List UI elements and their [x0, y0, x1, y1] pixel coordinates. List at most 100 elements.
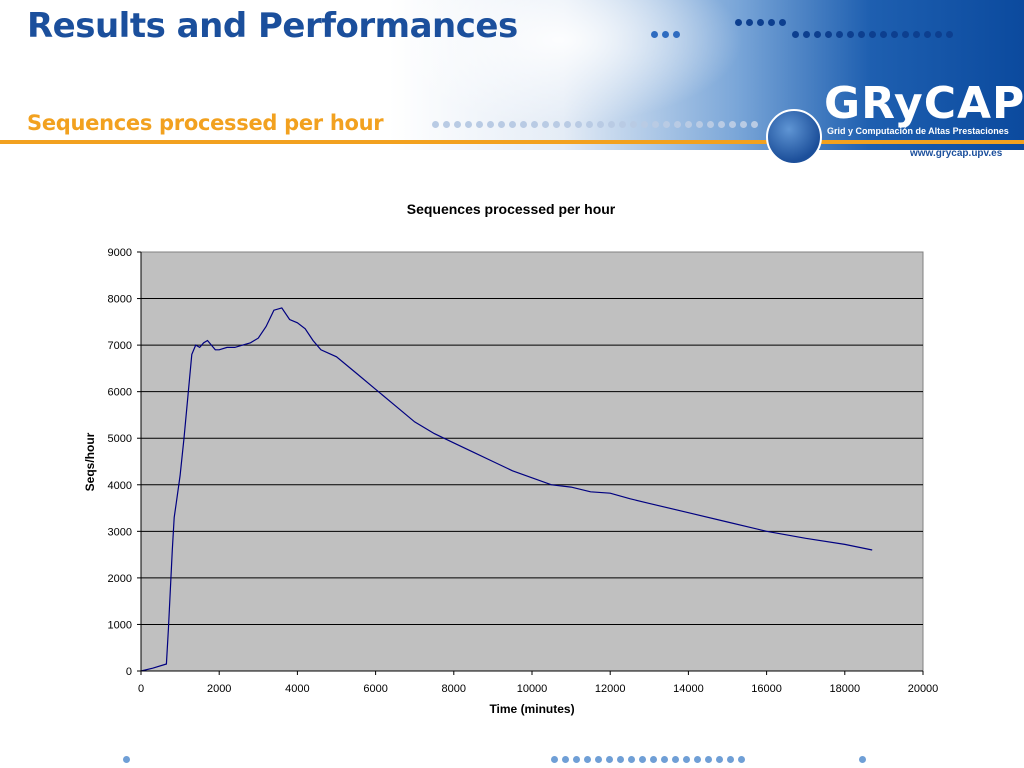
decorative-dot [551, 756, 558, 763]
decorative-dot [674, 121, 681, 128]
decorative-dot [859, 756, 866, 763]
decorative-dot [564, 121, 571, 128]
decorative-dot [476, 121, 483, 128]
decorative-dot [946, 31, 953, 38]
decorative-dot [685, 121, 692, 128]
decorative-dot [792, 31, 799, 38]
x-axis-label: Time (minutes) [489, 702, 574, 716]
x-tick-label: 20000 [908, 683, 939, 695]
plot-area [140, 251, 924, 672]
y-tick-label: 2000 [108, 573, 132, 585]
decorative-dot [825, 31, 832, 38]
x-tick-label: 18000 [830, 683, 861, 695]
decorative-dot [727, 756, 734, 763]
decorative-dot [641, 121, 648, 128]
decorative-dot [738, 756, 745, 763]
series-line [140, 307, 873, 672]
decorative-dot [924, 31, 931, 38]
decorative-dot [520, 121, 527, 128]
decorative-dot [454, 121, 461, 128]
footer-dots-decoration [859, 756, 866, 763]
x-tick-label: 8000 [442, 683, 466, 695]
decorative-dot [746, 19, 753, 26]
decorative-dot [814, 31, 821, 38]
decorative-dot [718, 121, 725, 128]
y-tick-label: 0 [126, 666, 132, 678]
x-tick-label: 10000 [517, 683, 548, 695]
logo-wordmark: GRyCAP [824, 78, 1024, 129]
x-tick-label: 2000 [207, 683, 231, 695]
y-axis-label: Seqs/hour [83, 432, 97, 491]
axis-lines [140, 252, 923, 672]
decorative-dot [606, 756, 613, 763]
decorative-dot [902, 31, 909, 38]
y-tick-label: 6000 [108, 387, 132, 399]
slide-subtitle: Sequences processed per hour [27, 111, 384, 135]
decorative-dot [673, 31, 680, 38]
decorative-dot [630, 121, 637, 128]
decorative-dot [509, 121, 516, 128]
grycap-globe-icon [766, 109, 822, 165]
decorative-dot [694, 756, 701, 763]
decorative-dot [672, 756, 679, 763]
decorative-dot [443, 121, 450, 128]
decorative-dot [597, 121, 604, 128]
header-dots-decoration [432, 121, 758, 128]
decorative-dot [553, 121, 560, 128]
decorative-dot [619, 121, 626, 128]
decorative-dot [123, 756, 130, 763]
decorative-dot [847, 31, 854, 38]
header-dots-decoration [651, 31, 680, 38]
decorative-dot [705, 756, 712, 763]
y-tick-label: 9000 [108, 247, 132, 259]
decorative-dot [639, 756, 646, 763]
decorative-dot [573, 756, 580, 763]
y-tick-label: 5000 [108, 433, 132, 445]
decorative-dot [663, 121, 670, 128]
header-divider [0, 140, 1024, 144]
decorative-dot [562, 756, 569, 763]
y-tick-label: 4000 [108, 480, 132, 492]
y-tick-label: 3000 [108, 526, 132, 538]
decorative-dot [575, 121, 582, 128]
decorative-dot [707, 121, 714, 128]
y-tick-label: 7000 [108, 340, 132, 352]
decorative-dot [716, 756, 723, 763]
decorative-dot [880, 31, 887, 38]
decorative-dot [740, 121, 747, 128]
logo-url: www.grycap.upv.es [910, 148, 1003, 159]
decorative-dot [891, 31, 898, 38]
decorative-dot [935, 31, 942, 38]
decorative-dot [661, 756, 668, 763]
decorative-dot [617, 756, 624, 763]
x-tick-label: 12000 [595, 683, 626, 695]
decorative-dot [595, 756, 602, 763]
decorative-dot [735, 19, 742, 26]
x-tick-label: 6000 [363, 683, 387, 695]
header-dots-decoration [735, 19, 786, 26]
decorative-dot [586, 121, 593, 128]
decorative-dot [650, 756, 657, 763]
decorative-dot [652, 121, 659, 128]
decorative-dot [751, 121, 758, 128]
decorative-dot [542, 121, 549, 128]
decorative-dot [498, 121, 505, 128]
x-tick-label: 4000 [285, 683, 309, 695]
decorative-dot [913, 31, 920, 38]
decorative-dot [608, 121, 615, 128]
footer-dots-decoration [551, 756, 745, 763]
decorative-dot [683, 756, 690, 763]
decorative-dot [531, 121, 538, 128]
x-tick-label: 14000 [673, 683, 704, 695]
y-tick-label: 1000 [108, 619, 132, 631]
decorative-dot [836, 31, 843, 38]
decorative-dot [768, 19, 775, 26]
decorative-dot [696, 121, 703, 128]
x-tick-label: 16000 [751, 683, 782, 695]
decorative-dot [869, 31, 876, 38]
decorative-dot [803, 31, 810, 38]
decorative-dot [584, 756, 591, 763]
logo-tagline: Grid y Computación de Altas Prestaciones [827, 126, 1009, 136]
footer-dots-decoration [123, 756, 130, 763]
